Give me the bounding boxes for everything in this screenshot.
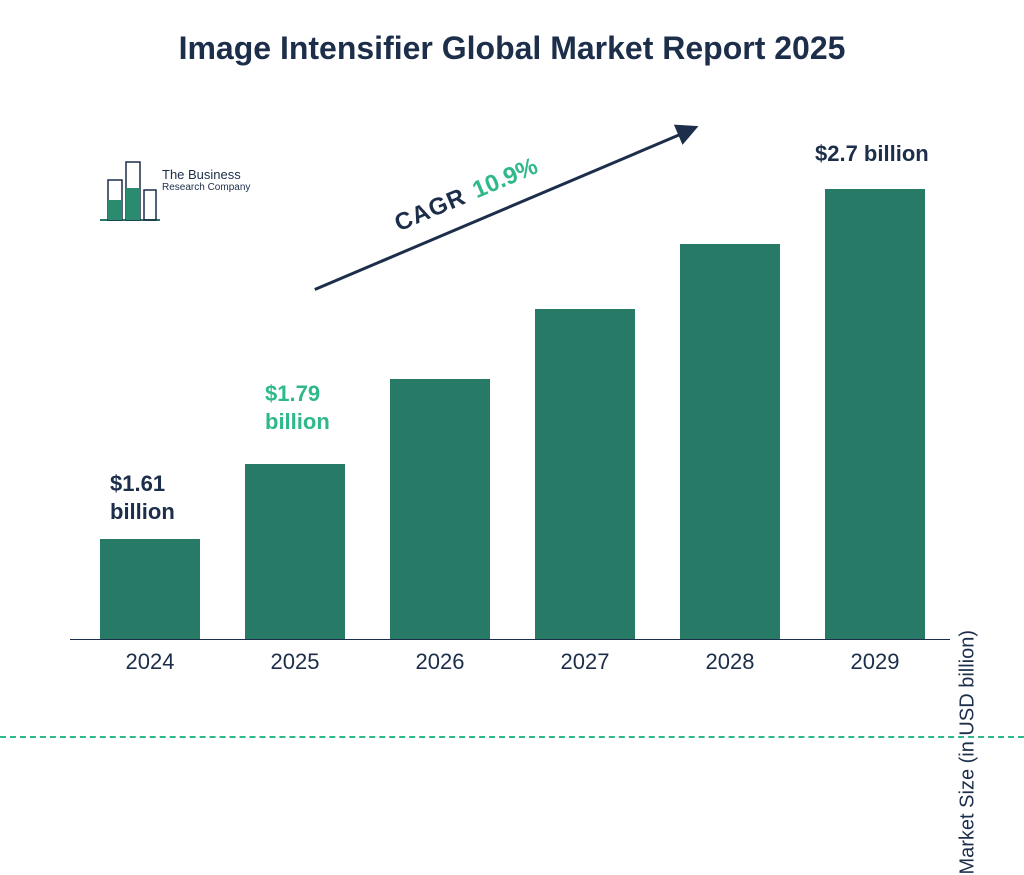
value-callout: $1.79billion [265, 380, 330, 435]
bar [100, 539, 200, 639]
bar-category-label: 2027 [535, 649, 635, 675]
value-callout: $2.7 billion [815, 140, 929, 168]
bar [825, 189, 925, 639]
chart-baseline [70, 639, 950, 641]
arrow-head-icon [674, 116, 703, 145]
bar [390, 379, 490, 639]
bar-category-label: 2024 [100, 649, 200, 675]
page-title: Image Intensifier Global Market Report 2… [0, 30, 1024, 67]
bottom-dashed-line [0, 736, 1024, 738]
bar-category-label: 2029 [825, 649, 925, 675]
bar-category-label: 2028 [680, 649, 780, 675]
bar [245, 464, 345, 639]
bar [535, 309, 635, 639]
yaxis-label: Market Size (in USD billion) [957, 630, 980, 875]
bar [680, 244, 780, 639]
value-callout: $1.61billion [110, 470, 175, 525]
bar-category-label: 2026 [390, 649, 490, 675]
bar-category-label: 2025 [245, 649, 345, 675]
